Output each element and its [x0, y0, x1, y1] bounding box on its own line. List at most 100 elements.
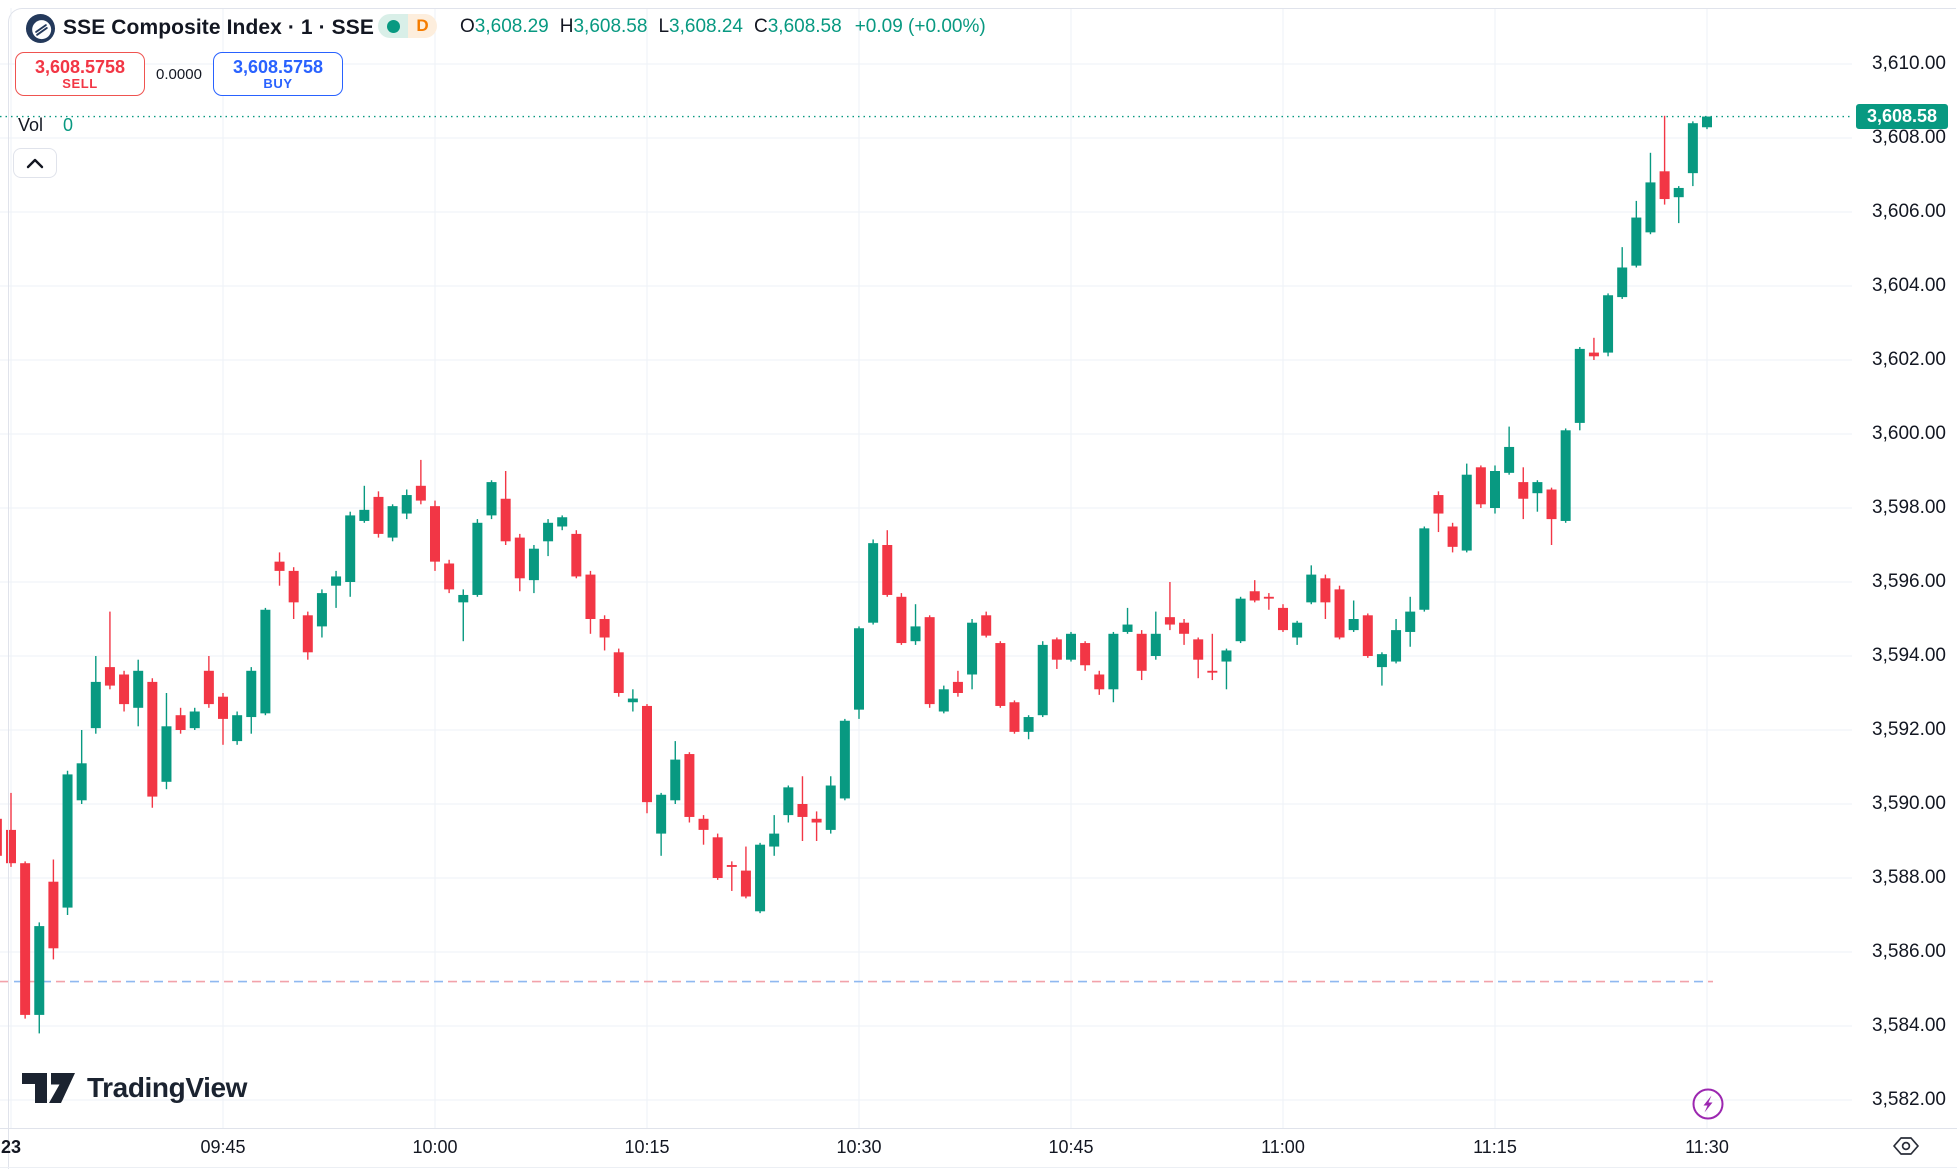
candle: [543, 522, 554, 542]
candle: [1263, 596, 1274, 599]
chevron-up-icon: [26, 158, 44, 169]
candle: [1164, 617, 1175, 625]
candle: [797, 804, 808, 817]
candle: [1701, 116, 1712, 128]
candle: [246, 670, 257, 718]
candle: [6, 829, 16, 864]
candle: [557, 517, 568, 527]
price-axis[interactable]: 3,610.00 3,608.00 3,606.00 3,604.00 3,602.00…: [1856, 0, 1950, 1128]
open-value: 3,608.29: [474, 16, 549, 37]
candle: [627, 698, 638, 703]
ohlc-readout: O3,608.29 H3,608.58 L3,608.24 C3,608.58 +0.0…: [460, 16, 986, 38]
time-axis-label: 11:15: [1473, 1137, 1517, 1157]
price-axis-label: 3,598.00: [1872, 497, 1946, 518]
price-axis-label: 3,606.00: [1872, 201, 1946, 222]
lightning-icon: [1692, 1088, 1724, 1120]
time-axis-label: 23: [0, 1137, 22, 1157]
candle: [769, 833, 780, 847]
candle: [373, 496, 384, 534]
time-axis[interactable]: 23 09:45 10:00 10:15 10:30 10:45 11:00 11:15 11:…: [0, 1128, 1957, 1168]
candle: [415, 485, 426, 501]
volume-label: Vol: [18, 115, 44, 135]
candle: [967, 622, 978, 675]
candle: [429, 506, 440, 562]
candle: [316, 593, 327, 627]
candle: [1065, 633, 1076, 660]
buy-button[interactable]: 3,608.5758 BUY: [213, 52, 343, 96]
market-status-interval-badge[interactable]: D: [378, 14, 437, 38]
candle: [147, 681, 158, 797]
current-price-tag: 3,608.58: [1856, 104, 1948, 130]
candle: [952, 681, 963, 693]
sell-button[interactable]: 3,608.5758 SELL: [15, 52, 145, 96]
high-value: 3,608.58: [573, 16, 648, 37]
candle: [882, 545, 893, 595]
candle: [924, 617, 935, 705]
candle: [599, 619, 610, 638]
candle: [571, 533, 582, 577]
candle: [1136, 633, 1147, 671]
candle: [1348, 619, 1359, 631]
delayed-data-badge: D: [408, 14, 437, 38]
candle: [1051, 639, 1062, 660]
candle: [472, 522, 483, 595]
candle: [1207, 670, 1218, 673]
candle: [853, 628, 864, 710]
candle: [1362, 615, 1373, 656]
price-axis-label: 3,610.00: [1872, 53, 1946, 74]
candle: [387, 506, 398, 538]
candle: [1433, 495, 1444, 514]
tradingview-logo[interactable]: TradingView: [22, 1072, 247, 1104]
candle: [104, 667, 115, 686]
buy-price: 3,608.5758: [232, 56, 324, 77]
candle: [670, 759, 681, 801]
candle: [48, 881, 59, 949]
candle: [1603, 295, 1614, 353]
price-axis-label: 3,604.00: [1872, 275, 1946, 296]
candle: [825, 785, 836, 830]
candle: [20, 863, 31, 1015]
candle: [161, 726, 172, 782]
candle: [995, 643, 1006, 706]
candle: [1094, 674, 1105, 690]
symbol-legend[interactable]: SSE Composite Index · 1 · SSE: [25, 12, 374, 44]
candle: [1306, 574, 1317, 603]
volume-indicator-legend[interactable]: Vol 0: [18, 115, 73, 136]
candle: [1489, 471, 1500, 508]
candle: [585, 574, 596, 619]
candle: [274, 561, 285, 571]
eye-icon[interactable]: [1891, 1134, 1921, 1158]
candle: [1588, 352, 1599, 357]
candle: [1320, 578, 1331, 603]
candle: [1249, 591, 1260, 601]
candle: [401, 495, 412, 514]
candle: [1405, 611, 1416, 632]
candle: [500, 498, 511, 542]
pane-collapse-button[interactable]: [13, 148, 57, 178]
spread-value: 0.0000: [156, 66, 202, 83]
candle: [1023, 717, 1034, 732]
time-axis-label: 10:30: [836, 1137, 882, 1157]
candle: [444, 563, 455, 590]
candle: [712, 837, 723, 878]
candle: [698, 818, 709, 830]
candle: [1221, 650, 1232, 662]
candle: [684, 754, 695, 817]
price-axis-label: 3,600.00: [1872, 423, 1946, 444]
price-axis-label: 3,586.00: [1872, 941, 1946, 962]
boost-button[interactable]: [1690, 1086, 1726, 1122]
candle: [288, 570, 299, 603]
candle: [656, 794, 667, 834]
candle: [34, 926, 45, 1015]
candle: [189, 711, 200, 729]
candle: [1532, 482, 1543, 494]
candle: [1645, 182, 1656, 233]
symbol-title[interactable]: SSE Composite Index · 1 · SSE: [63, 16, 374, 39]
candle: [1334, 589, 1345, 638]
sell-price: 3,608.5758: [34, 56, 126, 77]
candle: [1179, 622, 1190, 634]
candle: [613, 652, 624, 693]
candle: [1461, 474, 1472, 551]
close-value: 3,608.58: [767, 16, 842, 37]
